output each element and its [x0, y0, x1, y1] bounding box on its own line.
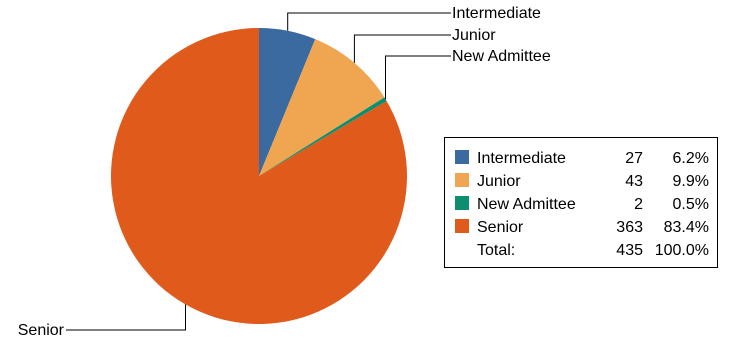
pie-slice-intermediate — [259, 28, 316, 176]
legend-row-new-admittee: New Admittee 2 0.5% — [455, 193, 709, 216]
legend-row-intermediate: Intermediate 27 6.2% — [455, 147, 709, 170]
callout-lines — [66, 12, 451, 331]
pie-slice-senior — [110, 28, 407, 324]
legend-swatch-intermediate — [455, 150, 469, 165]
pie-slice-junior — [259, 39, 385, 176]
legend-swatch-senior — [455, 219, 469, 234]
callout-line-junior — [353, 34, 451, 63]
legend-label-junior: Junior — [477, 173, 521, 190]
callout-labels: Intermediate Junior New Admittee Senior — [18, 5, 551, 339]
legend: Intermediate 27 6.2% Junior 43 9.9% New … — [444, 137, 718, 268]
legend-percent-senior: 83.4% — [663, 219, 709, 236]
legend-percent-new-admittee: 0.5% — [672, 196, 709, 213]
legend-percent-intermediate: 6.2% — [672, 150, 709, 167]
callout-line-senior — [66, 304, 186, 331]
legend-count-new-admittee: 2 — [634, 196, 643, 213]
legend-label-senior: Senior — [477, 219, 524, 236]
pie-slices — [110, 28, 407, 324]
legend-table: Intermediate 27 6.2% Junior 43 9.9% New … — [455, 147, 709, 262]
legend-label-new-admittee: New Admittee — [477, 196, 576, 213]
callout-line-new-admittee — [385, 55, 451, 100]
legend-row-junior: Junior 43 9.9% — [455, 170, 709, 193]
legend-count-intermediate: 27 — [625, 150, 643, 167]
pie-slice-new-admittee — [259, 97, 387, 176]
legend-row-senior: Senior 363 83.4% — [455, 216, 709, 239]
callout-label-junior: Junior — [452, 27, 496, 44]
callout-label-senior: Senior — [18, 322, 65, 339]
legend-swatch-new-admittee — [455, 196, 469, 211]
legend-total-count: 435 — [616, 242, 643, 259]
legend-total-label: Total: — [477, 242, 516, 259]
legend-count-junior: 43 — [625, 173, 643, 190]
legend-row-total: Total: 435 100.0% — [455, 239, 709, 262]
legend-swatch-junior — [455, 173, 469, 188]
callout-label-intermediate: Intermediate — [452, 5, 541, 22]
callout-line-intermediate — [287, 12, 451, 31]
legend-count-senior: 363 — [616, 219, 643, 236]
legend-label-intermediate: Intermediate — [477, 150, 566, 167]
legend-percent-junior: 9.9% — [672, 173, 709, 190]
legend-total-percent: 100.0% — [654, 242, 709, 259]
callout-label-new-admittee: New Admittee — [452, 48, 551, 65]
